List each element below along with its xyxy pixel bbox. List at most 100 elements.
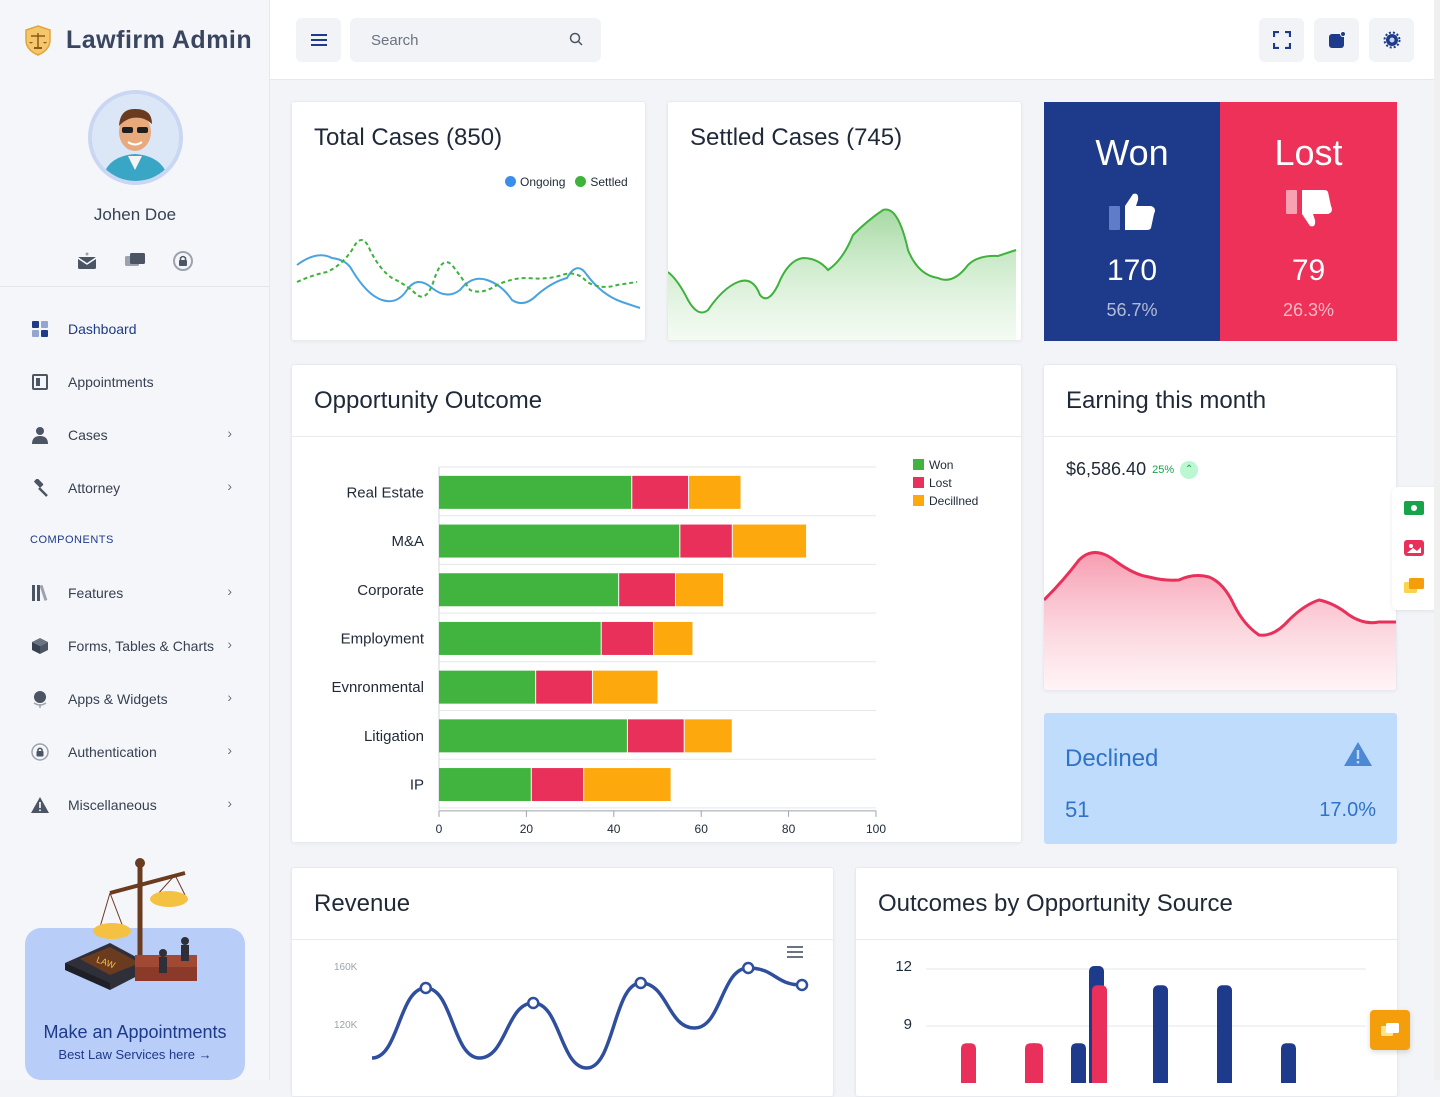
settled-cases-area-chart (668, 208, 1017, 341)
bar-decillned (732, 524, 807, 558)
card-divider (292, 436, 1021, 437)
bar-won (439, 768, 531, 802)
settled-cases-card: Settled Cases (745) (667, 101, 1022, 341)
chat-icon (1381, 1023, 1399, 1036)
money-icon[interactable] (1404, 501, 1424, 520)
bar-won (439, 670, 536, 704)
appointment-promo[interactable] (25, 928, 245, 1080)
search-input[interactable]: Search (350, 18, 601, 62)
chevron-right-icon: › (227, 478, 232, 494)
image-icon[interactable] (1404, 540, 1424, 561)
category-label: Litigation (364, 728, 424, 745)
warning-icon (30, 795, 50, 815)
sidebar-item-cases[interactable]: Cases › (0, 408, 270, 461)
sidebar-item-label: Features (68, 584, 124, 601)
bar-lost (531, 768, 584, 802)
lost-label: Lost (1274, 132, 1343, 173)
bar-decillned (584, 768, 671, 802)
earning-card: Earning this month $6,586.40 25% ⌃ (1043, 364, 1397, 691)
data-point (527, 996, 540, 1010)
trend-up-icon: ⌃ (1180, 460, 1199, 479)
mail-icon[interactable] (76, 250, 98, 272)
sidebar-item-label: Cases (68, 426, 108, 443)
legend-item-settled[interactable]: Settled (575, 175, 628, 189)
category-label: Corporate (357, 582, 424, 599)
chevron-right-icon: › (227, 689, 232, 705)
fullscreen-button[interactable] (1259, 18, 1304, 62)
bar-decillned (675, 573, 724, 607)
sidebar-item-label: Authentication (68, 743, 157, 760)
thumbs-up-icon (1044, 192, 1220, 232)
floating-toolbar (1392, 487, 1440, 610)
data-point (742, 961, 755, 975)
earning-change: 25% (1152, 463, 1175, 476)
opportunity-outcome-chart: Real Estate M&A Corporate Employment Evnronm… (331, 458, 978, 836)
chat-fab-button[interactable] (1370, 1010, 1410, 1050)
app-title: Lawfirm Admin (66, 25, 253, 54)
promo-title: Make an Appointments (43, 1022, 227, 1042)
category-label: Evnronmental (331, 679, 424, 696)
legend-label: Lost (929, 476, 952, 490)
thumbs-down-icon (1220, 190, 1397, 228)
card-divider (856, 939, 1397, 940)
bar-lost (536, 670, 592, 704)
sidebar-item-authentication[interactable]: Authentication › (0, 725, 270, 778)
nav-section-components: COMPONENTS (30, 534, 114, 546)
legend-label: Decillned (929, 494, 978, 508)
y-tick-label: 160K (334, 962, 358, 973)
notifications-button[interactable] (1314, 18, 1359, 62)
bar (1028, 1043, 1043, 1083)
chevron-right-icon: › (227, 636, 232, 652)
sidebar-item-attorney[interactable]: Attorney › (0, 461, 270, 514)
sidebar-item-features[interactable]: Features › (0, 566, 270, 619)
avatar[interactable] (88, 90, 183, 185)
bar-lost (627, 719, 684, 753)
user-icon (30, 425, 50, 445)
page-scrollbar[interactable] (1434, 0, 1440, 1080)
menu-toggle-button[interactable] (296, 18, 341, 62)
opportunity-outcome-card: Opportunity Outcome Real Estate M&A Corpor… (291, 364, 1022, 843)
chart-menu-icon[interactable] (787, 946, 803, 958)
user-actions (76, 250, 194, 272)
lock-icon (30, 742, 50, 762)
legend-swatch (913, 477, 924, 488)
x-tick-label: 60 (695, 822, 709, 836)
x-tick-label: 0 (436, 822, 443, 836)
avatar-image (92, 94, 179, 181)
won-panel[interactable]: Won 170 56.7% (1044, 102, 1220, 341)
chat-icon[interactable] (1404, 578, 1424, 599)
chevron-right-icon: › (227, 795, 232, 811)
legend-swatch (913, 459, 924, 470)
promo-link[interactable]: Best Law Services here → (58, 1047, 212, 1062)
sidebar-item-miscellaneous[interactable]: Miscellaneous › (0, 778, 270, 831)
sidebar: Lawfirm Admin Johen Doe Dashboard (0, 0, 270, 1080)
sidebar-item-apps-widgets[interactable]: Apps & Widgets › (0, 672, 270, 725)
bar-lost (680, 524, 732, 558)
username: Johen Doe (93, 205, 177, 224)
fullscreen-icon (1272, 31, 1291, 49)
card-divider (1044, 436, 1396, 437)
category-label: M&A (391, 533, 424, 550)
chevron-right-icon: › (227, 742, 232, 758)
law-scales-illustration: LAW (65, 858, 197, 990)
sidebar-item-appointments[interactable]: Appointments (0, 355, 270, 408)
bar-decillned (592, 670, 658, 704)
data-point (634, 976, 647, 990)
series-line (371, 966, 803, 1070)
search-icon[interactable] (569, 32, 583, 46)
declined-panel[interactable]: Declined 51 17.0% (1044, 713, 1397, 844)
lost-panel[interactable]: Lost 79 26.3% (1220, 102, 1397, 341)
sidebar-item-forms-tables-charts[interactable]: Forms, Tables & Charts › (0, 619, 270, 672)
bar-lost (601, 621, 654, 655)
logo[interactable]: Lawfirm Admin (22, 24, 252, 56)
chat-icon[interactable] (124, 250, 146, 272)
sidebar-item-dashboard[interactable]: Dashboard (0, 302, 270, 355)
legend-item-ongoing[interactable]: Ongoing (505, 175, 565, 189)
settings-button[interactable] (1369, 18, 1414, 62)
gavel-icon (30, 478, 50, 498)
card-divider (292, 939, 833, 940)
bar-won (439, 719, 627, 753)
cube-icon (30, 636, 50, 656)
y-tick-label: 12 (895, 958, 912, 975)
lock-refresh-icon[interactable] (172, 250, 194, 272)
